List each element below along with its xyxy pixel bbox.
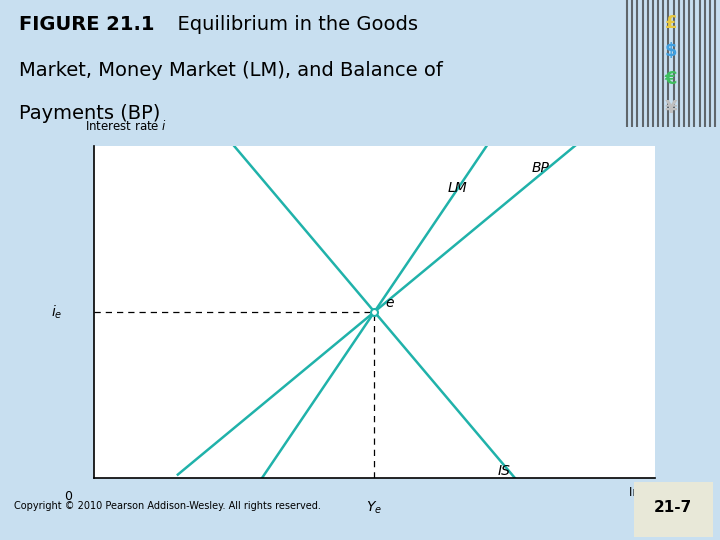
Text: 0: 0 [64, 490, 72, 503]
Bar [634, 482, 713, 537]
Text: 21-7: 21-7 [654, 500, 693, 515]
Text: Copyright © 2010 Pearson Addison-Wesley. All rights reserved.: Copyright © 2010 Pearson Addison-Wesley.… [14, 501, 321, 511]
Text: $i_e$: $i_e$ [51, 303, 63, 321]
Text: Income Y: Income Y [629, 487, 683, 500]
Text: e: e [386, 296, 394, 310]
Text: ¥: ¥ [665, 99, 678, 117]
Text: LM: LM [447, 181, 467, 195]
Text: Market, Money Market (LM), and Balance of: Market, Money Market (LM), and Balance o… [19, 61, 443, 80]
Text: $: $ [665, 42, 678, 60]
Text: Payments (BP): Payments (BP) [19, 104, 160, 123]
Text: Interest rate $i$: Interest rate $i$ [85, 118, 167, 132]
Text: FIGURE 21.1: FIGURE 21.1 [19, 15, 154, 34]
Text: Equilibrium in the Goods: Equilibrium in the Goods [165, 15, 418, 34]
Text: IS: IS [498, 463, 510, 477]
Text: $Y_e$: $Y_e$ [366, 500, 382, 516]
Text: BP: BP [531, 161, 549, 175]
Text: €: € [665, 70, 678, 87]
Text: £: £ [665, 14, 678, 32]
